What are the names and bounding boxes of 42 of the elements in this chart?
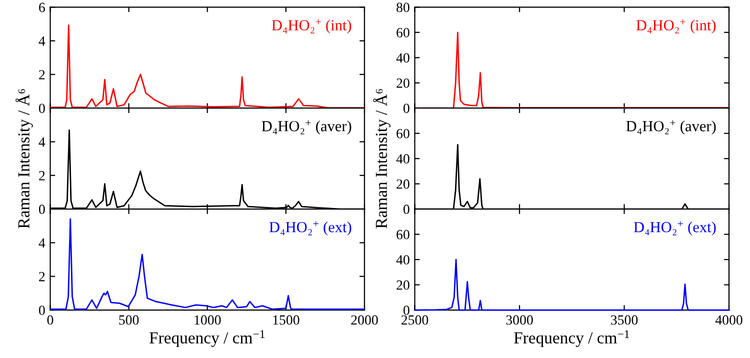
x-tick-label: 1000 xyxy=(194,315,221,325)
y-tick-label: 0 xyxy=(403,204,410,214)
y-tick-label: 40 xyxy=(396,255,410,265)
x-axis-title: Frequency / cm$^{−1}$ xyxy=(514,330,630,347)
y-tick-label: 0 xyxy=(403,104,410,114)
y-tick-label: 0 xyxy=(38,306,45,315)
x-tick-label: 2000 xyxy=(351,315,378,325)
y-tick-label: 2 xyxy=(39,272,45,282)
x-tick-label: 500 xyxy=(119,315,139,325)
y-axis-title: Raman Intensity / Å⁶ xyxy=(373,89,390,228)
legend-label: D₄HO₂$^{+}$ (aver) xyxy=(626,120,716,134)
text: D₄HO₂$^{+}$ (ext) xyxy=(634,221,716,236)
y-tick-label: 2 xyxy=(39,171,45,180)
text: D₄HO₂$^{+}$ (ext) xyxy=(269,221,352,236)
y-tick-label: 4 xyxy=(38,238,46,248)
y-axis-title: Raman Intensity / Å⁶ xyxy=(16,89,33,228)
y-tick-label: 20 xyxy=(396,179,410,189)
y-tick-label: 60 xyxy=(396,28,410,38)
text: D₄HO₂$^{+}$ (int) xyxy=(272,19,352,34)
x-tick-label: 2500 xyxy=(401,315,428,325)
y-tick-label: 4 xyxy=(38,137,46,147)
y-tick-label: 0 xyxy=(38,104,45,114)
y-tick-label: 6 xyxy=(39,2,45,12)
y-tick-label: 40 xyxy=(396,53,410,63)
y-tick-label: 0 xyxy=(38,204,45,214)
y-tick-label: 60 xyxy=(396,230,410,240)
y-tick-label: 0 xyxy=(403,306,410,315)
y-tick-label: 20 xyxy=(396,78,410,88)
y-tick-label: 2 xyxy=(39,70,45,80)
y-tick-label: 40 xyxy=(396,154,410,164)
y-tick-label: 80 xyxy=(396,2,410,12)
x-axis-title: Frequency / cm$^{−1}$ xyxy=(150,330,265,347)
y-tick-label: 4 xyxy=(38,36,46,46)
x-tick-label: 0 xyxy=(47,315,54,325)
x-tick-label: 3000 xyxy=(506,315,533,325)
text: D₄HO₂$^{+}$ (int) xyxy=(636,19,716,34)
x-tick-label: 1500 xyxy=(273,315,300,325)
x-tick-label: 4000 xyxy=(715,315,742,325)
text: D₄HO₂$^{+}$ (aver) xyxy=(262,120,352,134)
x-tick-label: 3500 xyxy=(611,315,638,325)
y-tick-label: 60 xyxy=(396,128,410,138)
y-tick-label: 20 xyxy=(396,280,410,290)
